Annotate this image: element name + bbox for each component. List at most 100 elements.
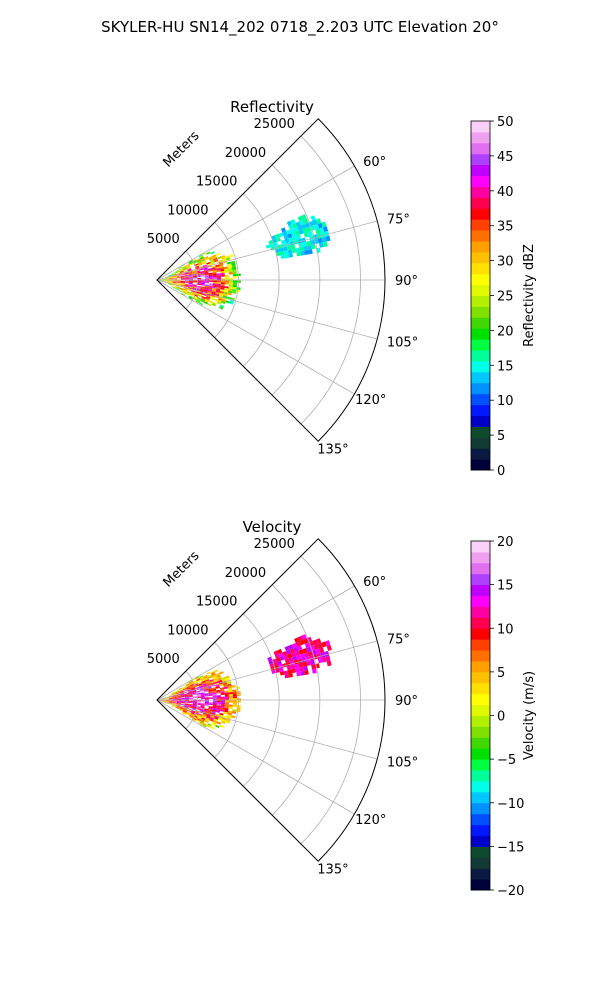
reflectivity-echo-cell [190,293,195,296]
velocity-echo-cell [227,683,232,687]
velocity-echo-cell [228,706,233,709]
reflectivity-echo-cell [211,292,216,296]
velocity-echo-cell [172,704,177,707]
velocity-echo-cell [188,680,193,684]
reflectivity-echo-cell [188,273,193,275]
velocity-echo-cell [198,713,203,717]
velocity-echo-cell [175,689,179,692]
velocity-echo-cell [189,683,195,687]
velocity-echo-cell [189,681,194,685]
velocity-echo-cell [236,691,241,694]
reflectivity-echo-cell [200,257,205,261]
reflectivity-echo-cell [284,238,290,244]
reflectivity-echo-cell [228,269,233,273]
velocity-echo-cell [172,703,177,705]
velocity-echo-cell [198,714,203,718]
velocity-echo-cell [288,657,294,662]
reflectivity-echo-cell [296,251,301,257]
velocity-echo-cell [164,697,169,699]
reflectivity-echo-cell [188,281,193,283]
velocity-echo-cell [176,701,181,703]
reflectivity-echo-cell [202,252,207,256]
reflectivity-echo-cell [200,271,205,273]
velocity-azimuth-line [156,699,378,760]
reflectivity-echo-cell [196,259,201,263]
velocity-echo-cell [168,697,173,699]
velocity-echo-cell [184,703,189,705]
velocity-echo-cell [191,710,196,713]
reflectivity-echo-cell [317,222,323,229]
reflectivity-echo-cell [236,287,241,290]
reflectivity-colorbar-swatch [471,251,490,264]
velocity-echo-cell [301,634,307,640]
reflectivity-azimuth-line [156,279,355,395]
velocity-echo-cell [164,701,169,703]
velocity-echo-cell [209,679,214,682]
reflectivity-echo-cell [232,286,237,290]
velocity-echo-cell [168,700,173,702]
reflectivity-echo-cell [265,244,271,249]
reflectivity-echo-cell [207,291,212,295]
reflectivity-echo-cell [184,283,189,285]
velocity-echo-cell [192,692,197,695]
velocity-echo-cell [224,692,229,695]
reflectivity-echo-cell [204,277,209,279]
velocity-colorbar-swatch [471,562,490,575]
reflectivity-echo-cell [175,270,180,273]
reflectivity-echo-cell [216,273,221,276]
velocity-echo-cell [208,694,213,697]
reflectivity-echo-cell [202,264,208,268]
reflectivity-echo-cell [188,280,193,282]
reflectivity-sector-frame [156,118,386,442]
velocity-echo-cell [206,724,211,728]
reflectivity-echo-cell [216,280,221,283]
reflectivity-colorbar-swatch [471,459,490,471]
velocity-echo-cell [184,704,189,706]
velocity-echo-cell [200,700,205,702]
reflectivity-colorbar-swatch [471,121,490,133]
velocity-echo-cell [221,721,226,725]
velocity-echo-cell [192,695,197,698]
velocity-echo-cell [216,695,221,698]
reflectivity-echo-cell [172,281,177,282]
velocity-echo-cell [196,718,201,722]
reflectivity-echo-cell [171,273,176,275]
velocity-echo-cell [294,663,300,669]
reflectivity-echo-cell [183,289,188,292]
reflectivity-echo-cell [178,268,183,271]
reflectivity-echo-cell [164,280,169,282]
velocity-echo-cell [231,685,236,688]
velocity-echo-cell [171,693,176,695]
velocity-echo-cell [175,690,180,693]
velocity-echo-cell [176,698,181,700]
velocity-echo-cell [204,708,209,711]
velocity-echo-cell [168,701,173,703]
reflectivity-echo-cell [228,267,233,271]
reflectivity-echo-cell [180,273,185,276]
velocity-echo-cell [168,703,173,705]
reflectivity-echo-cell [196,298,201,302]
velocity-echo-cell [199,688,204,691]
reflectivity-echo-cell [213,257,218,261]
reflectivity-echo-cell [286,245,292,251]
reflectivity-echo-cell [200,274,205,277]
velocity-colorbar-swatch [471,846,490,858]
reflectivity-echo-cell [179,270,184,273]
reflectivity-echo-cell [210,262,215,265]
reflectivity-echo-cell [275,252,281,257]
reflectivity-echo-cell [184,284,189,286]
reflectivity-echo-cell [168,278,173,280]
velocity-angle-tick: 90° [395,694,418,709]
reflectivity-colorbar-swatch [471,240,490,253]
velocity-echo-cell [215,713,220,717]
velocity-echo-cell [214,716,219,720]
velocity-echo-cell [212,690,217,693]
reflectivity-echo-cell [208,257,214,261]
reflectivity-echo-cell [236,280,241,283]
velocity-echo-cell [203,722,208,726]
velocity-echo-cell [179,706,184,709]
reflectivity-echo-cell [212,272,217,275]
velocity-echo-cell [326,660,332,667]
reflectivity-echo-cell [195,300,200,304]
velocity-echo-cell [284,673,290,679]
